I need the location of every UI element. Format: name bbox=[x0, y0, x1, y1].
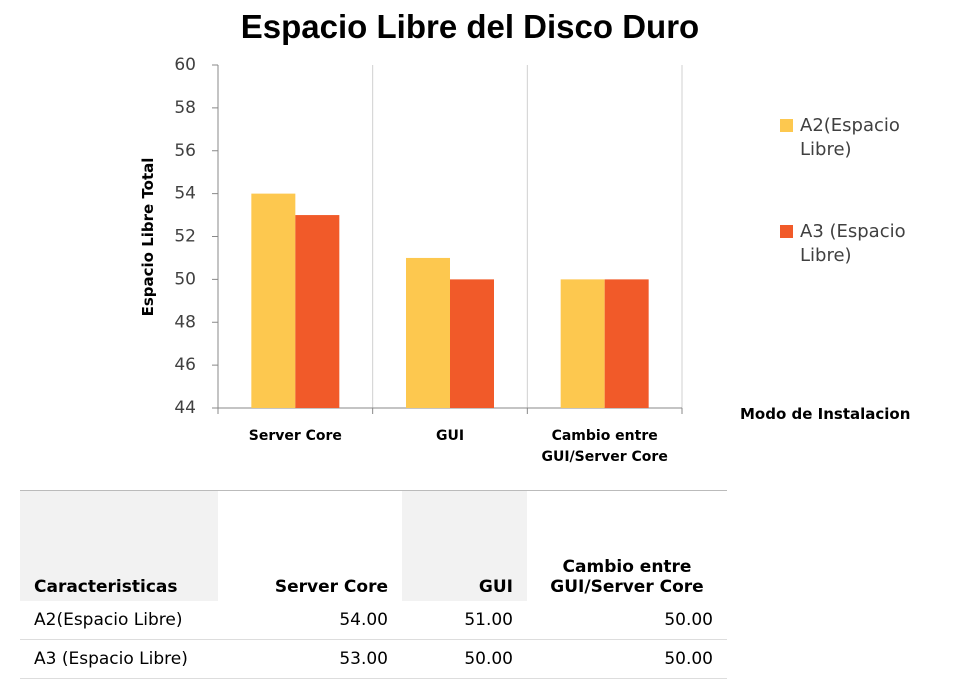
table-row: Caracteristicas Server Core GUI Cambio entr… bbox=[20, 490, 727, 601]
table-cell: Caracteristicas bbox=[20, 490, 218, 601]
table-cell: A2(Espacio Libre) bbox=[20, 601, 218, 640]
table-cell: 51.00 bbox=[402, 601, 527, 640]
table-cell: Cambio entre GUI/Server Core bbox=[527, 490, 727, 601]
x-tick-label: Server Core bbox=[248, 428, 342, 444]
table-cell: 53.00 bbox=[218, 639, 402, 679]
legend-swatch bbox=[780, 119, 793, 132]
y-tick-label: 58 bbox=[174, 98, 196, 118]
legend-entry: A3 (Espacio Libre) bbox=[780, 220, 950, 268]
legend-entry: A2(Espacio Libre) bbox=[780, 114, 950, 162]
y-tick-label: 48 bbox=[174, 312, 196, 332]
x-axis-label: Modo de Instalacion bbox=[740, 405, 911, 423]
bar bbox=[450, 279, 494, 408]
data-table: Caracteristicas Server Core GUI Cambio entr… bbox=[20, 490, 727, 679]
table-cell: A3 (Espacio Libre) bbox=[20, 639, 218, 679]
chart-title: Espacio Libre del Disco Duro bbox=[240, 8, 700, 45]
table-cell: Server Core bbox=[218, 490, 402, 601]
bar bbox=[295, 215, 340, 408]
table-row: A3 (Espacio Libre) 53.00 50.00 50.00 bbox=[20, 639, 727, 679]
y-tick-label: 60 bbox=[174, 55, 196, 75]
legend-label: A2(Espacio Libre) bbox=[800, 115, 900, 160]
y-tick-label: 46 bbox=[174, 355, 196, 375]
x-tick-label: Cambio entre GUI/Server Core bbox=[541, 428, 668, 465]
bar bbox=[604, 279, 649, 408]
table-cell: 50.00 bbox=[527, 639, 727, 679]
bar bbox=[560, 279, 605, 408]
x-tick-label: GUI bbox=[435, 428, 465, 444]
y-axis-label: Espacio Libre Total bbox=[139, 157, 157, 317]
table-cell: GUI bbox=[402, 490, 527, 601]
legend-label: A3 (Espacio Libre) bbox=[800, 221, 906, 266]
table-cell: 54.00 bbox=[218, 601, 402, 640]
y-tick-label: 54 bbox=[174, 184, 196, 204]
y-tick-label: 56 bbox=[174, 141, 196, 161]
table-cell: 50.00 bbox=[527, 601, 727, 640]
y-tick-label: 44 bbox=[174, 398, 196, 418]
table-row: A2(Espacio Libre) 54.00 51.00 50.00 bbox=[20, 601, 727, 640]
y-tick-label: 50 bbox=[174, 269, 196, 289]
table-cell: 50.00 bbox=[402, 639, 527, 679]
bar bbox=[251, 193, 296, 408]
legend-swatch bbox=[780, 225, 793, 238]
y-tick-label: 52 bbox=[174, 227, 196, 247]
bar bbox=[406, 257, 450, 408]
